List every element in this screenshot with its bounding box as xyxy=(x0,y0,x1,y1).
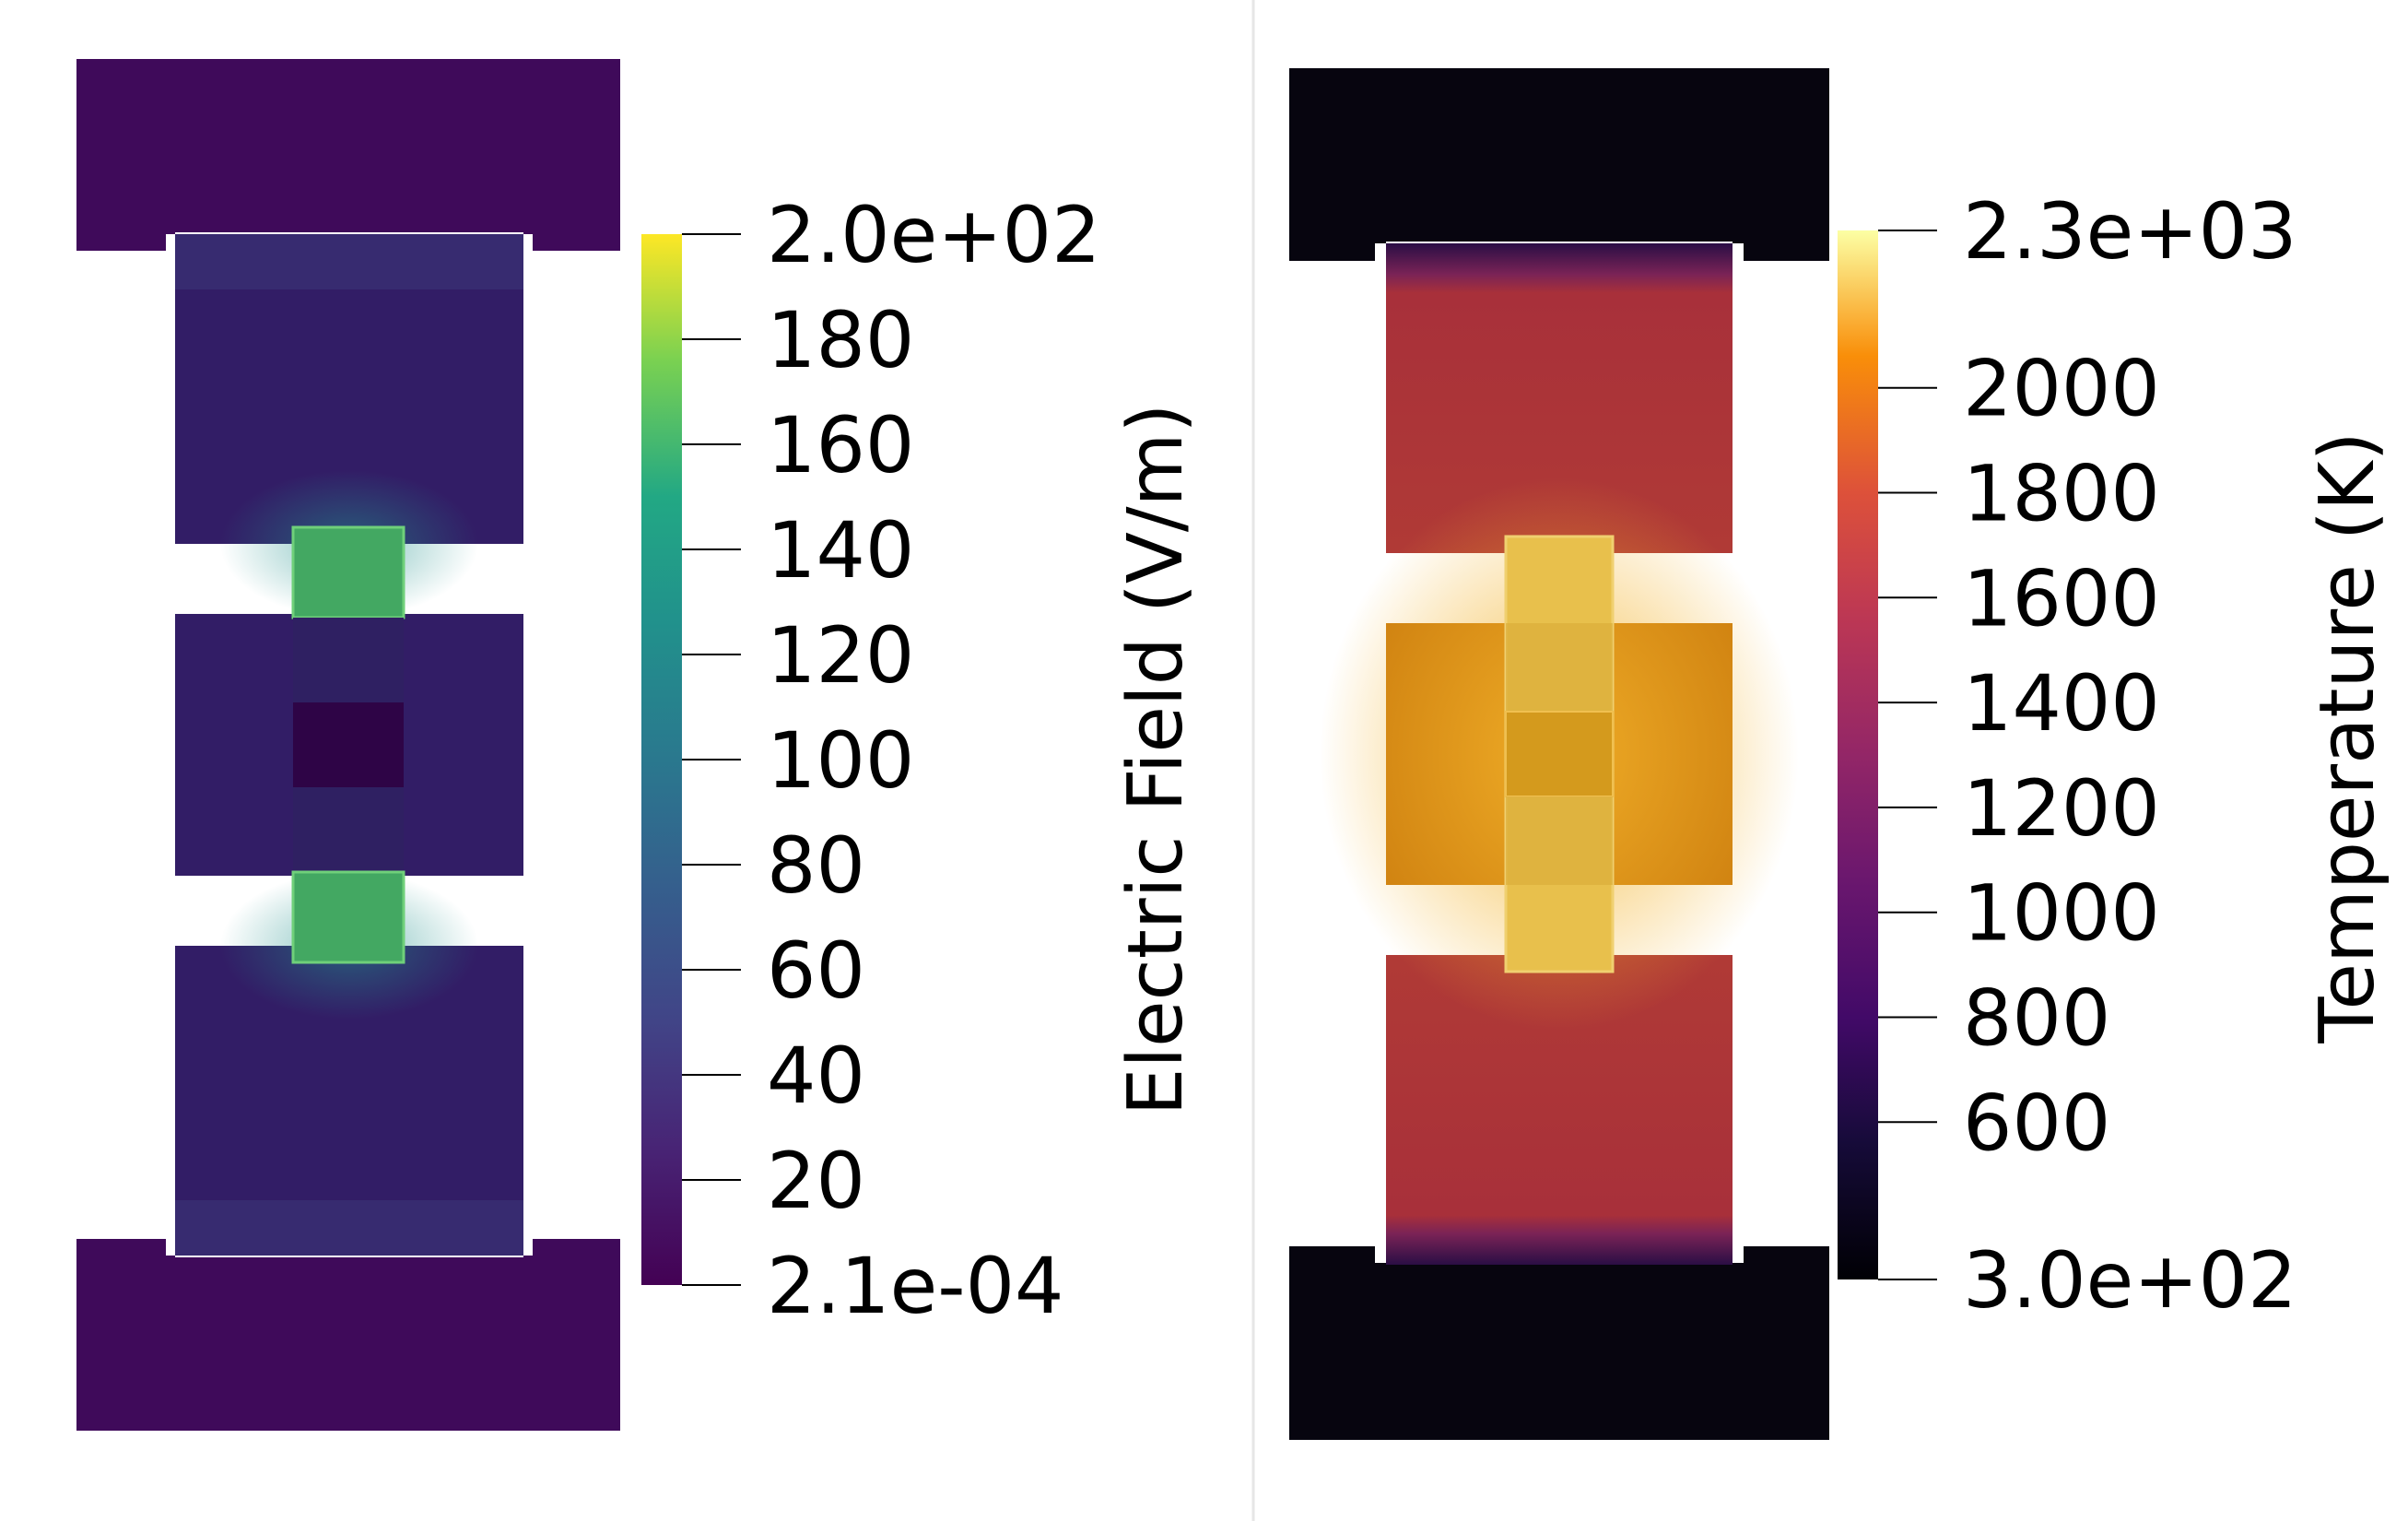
efield-tick-label: 120 xyxy=(767,610,914,701)
efield-tick-label: 2.0e+02 xyxy=(767,190,1101,280)
temp-tick-label: 600 xyxy=(1963,1078,2110,1168)
efield-top-housing xyxy=(76,59,620,251)
efield-upper-sample xyxy=(291,525,405,619)
temp-colorbar-title: Temperature (K) xyxy=(2304,431,2391,1043)
temp-tick-label: 2.3e+03 xyxy=(1963,186,2297,277)
temp-center-segment xyxy=(1505,711,1614,797)
efield-tick-label: 60 xyxy=(767,926,865,1016)
temperature-panel: 2.3e+03 2000 1800 1600 1400 1200 1000 800 600 3.0… xyxy=(1289,68,2391,1440)
temp-tick-label: 1600 xyxy=(1963,553,2160,643)
temp-bottom-housing xyxy=(1289,1246,1829,1440)
temp-tick-label: 2000 xyxy=(1963,344,2160,434)
temp-top-housing xyxy=(1289,68,1829,261)
efield-lower-sample xyxy=(291,870,405,964)
efield-bottom-conductor-band xyxy=(175,1200,523,1256)
temp-tick-label: 1200 xyxy=(1963,763,2160,854)
electric-field-panel: 2.0e+02 180 160 140 120 100 80 60 40 20 2.1e-04 El… xyxy=(76,59,1200,1431)
efield-colorbar-title: Electric Field (V/m) xyxy=(1112,404,1200,1116)
temp-tick-label: 1000 xyxy=(1963,868,2160,959)
efield-tick-label: 80 xyxy=(767,820,865,911)
temp-colorbar-ticks: 2.3e+03 2000 1800 1600 1400 1200 1000 800 600 3.0… xyxy=(1878,186,2297,1326)
temp-tick-label: 1800 xyxy=(1963,449,2160,539)
efield-tick-label: 2.1e-04 xyxy=(767,1241,1063,1331)
efield-spacer-bottom xyxy=(293,787,404,872)
efield-tick-label: 140 xyxy=(767,505,914,595)
efield-colorbar-ticks: 2.0e+02 180 160 140 120 100 80 60 40 20 2.1e-04 xyxy=(682,190,1101,1331)
temp-mid-segment-lower xyxy=(1506,796,1613,885)
efield-tick-label: 180 xyxy=(767,295,914,385)
temp-tick-label: 3.0e+02 xyxy=(1963,1235,2297,1326)
efield-colorbar xyxy=(641,234,682,1285)
efield-spacer-top xyxy=(293,618,404,702)
efield-tick-label: 100 xyxy=(767,715,914,806)
efield-bottom-housing xyxy=(76,1239,620,1431)
temp-tick-label: 800 xyxy=(1963,973,2110,1064)
temp-colorbar xyxy=(1838,230,1878,1279)
temp-mid-segment xyxy=(1506,623,1613,712)
efield-tick-label: 160 xyxy=(767,400,914,490)
efield-tick-label: 40 xyxy=(767,1031,865,1121)
temp-tick-label: 1400 xyxy=(1963,658,2160,749)
efield-top-conductor-band xyxy=(175,234,523,289)
efield-spacer xyxy=(293,702,404,787)
efield-tick-label: 20 xyxy=(767,1136,865,1226)
